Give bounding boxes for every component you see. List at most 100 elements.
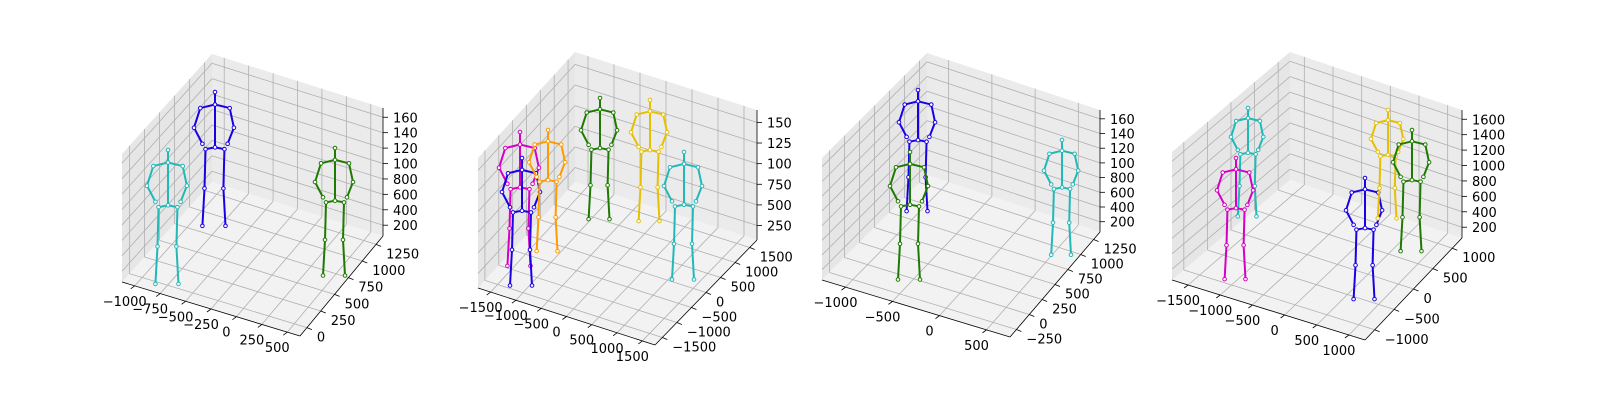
skeleton-joint bbox=[1354, 227, 1359, 232]
skeleton-joint bbox=[1257, 118, 1263, 124]
skeleton-bone bbox=[1223, 244, 1228, 281]
subplot-4: −1500−1000−50005001000−1000−500050010002… bbox=[1156, 52, 1505, 359]
skeleton-bone bbox=[1068, 187, 1072, 224]
skeleton-joint bbox=[605, 182, 610, 188]
grid-line-y bbox=[498, 264, 677, 323]
y-tick-mark bbox=[348, 277, 354, 281]
z-tick-label: 140 bbox=[1110, 128, 1135, 143]
y-tick-mark bbox=[720, 277, 726, 280]
skeleton-bone bbox=[501, 172, 509, 193]
subplot-2: −1500−1000−500050010001500−1500−1000−500… bbox=[459, 52, 793, 365]
pane-back bbox=[927, 53, 1100, 232]
grid-line-y bbox=[540, 219, 721, 278]
z-tick-label: 160 bbox=[1110, 113, 1135, 128]
skeleton-joint bbox=[907, 161, 913, 167]
skeleton-joint bbox=[505, 171, 511, 176]
grid-line-y bbox=[144, 256, 321, 312]
skeleton-joint bbox=[1385, 152, 1391, 158]
skeleton-joint bbox=[509, 247, 515, 253]
x-tick-mark bbox=[935, 315, 940, 319]
skeleton-bone bbox=[637, 186, 642, 223]
grid-line-z bbox=[1289, 137, 1463, 197]
grid-line-z bbox=[477, 105, 576, 212]
skeleton-joint bbox=[165, 160, 171, 165]
skeleton-bone bbox=[897, 242, 901, 281]
skeleton-joint bbox=[907, 202, 913, 207]
skeleton-bone bbox=[507, 168, 523, 175]
grid-line-z bbox=[574, 63, 758, 123]
skeleton-joint bbox=[555, 248, 560, 254]
skeleton-joint bbox=[1426, 160, 1432, 165]
skeleton-bone bbox=[663, 185, 673, 203]
skeleton-joint bbox=[178, 199, 183, 205]
skeleton-joint bbox=[318, 161, 324, 166]
skeleton-bone bbox=[1352, 264, 1357, 301]
skeleton-bone bbox=[1378, 155, 1382, 190]
skeleton-joint bbox=[1222, 202, 1227, 208]
y-tick-label: 0 bbox=[716, 296, 724, 311]
skeleton-bone bbox=[1248, 171, 1255, 192]
z-tick-label: 150 bbox=[767, 116, 792, 131]
x-tick-mark bbox=[562, 316, 567, 320]
skeleton-bone bbox=[320, 158, 336, 165]
skeleton-bone bbox=[1258, 120, 1265, 138]
skeleton-joint bbox=[180, 163, 185, 169]
skeleton-joint bbox=[530, 181, 535, 187]
skeleton-joint bbox=[1370, 262, 1375, 268]
skeleton-joint bbox=[689, 241, 695, 247]
y-tick-mark bbox=[320, 310, 326, 314]
z-tick-label: 800 bbox=[393, 173, 418, 188]
subplot-1: −1000−750−500−25002505000250500750100012… bbox=[103, 54, 419, 356]
skeleton-joint bbox=[320, 273, 326, 278]
skeleton-joint bbox=[1419, 248, 1424, 254]
y-tick-label: −500 bbox=[701, 311, 737, 326]
skeleton-joint bbox=[589, 147, 594, 152]
skeleton-bone bbox=[348, 162, 354, 183]
skeleton-joint bbox=[151, 163, 156, 169]
y-tick-label: 500 bbox=[1065, 288, 1090, 303]
y-tick-label: −1000 bbox=[687, 326, 731, 341]
y-tick-label: 1500 bbox=[760, 251, 793, 266]
grid-line-z bbox=[1289, 168, 1463, 228]
grid-line-z bbox=[926, 61, 1101, 120]
skeleton-bone bbox=[669, 162, 685, 169]
skeleton-bone bbox=[1253, 153, 1257, 188]
skeleton-joint bbox=[1401, 136, 1406, 142]
grid-line-z bbox=[477, 84, 576, 192]
grid-line-y bbox=[1207, 249, 1395, 310]
x-tick-mark bbox=[181, 300, 186, 305]
skeleton-bone bbox=[529, 248, 533, 287]
grid-line-z bbox=[926, 120, 1101, 178]
y-tick-label: 1000 bbox=[1091, 258, 1124, 273]
skeleton-joint bbox=[1075, 168, 1081, 173]
skeleton-joint bbox=[588, 182, 593, 188]
skeleton-joint bbox=[1254, 214, 1259, 219]
grid-line-y bbox=[189, 206, 363, 262]
skeleton-joint bbox=[1379, 208, 1385, 213]
skeleton-bone bbox=[146, 165, 155, 187]
skeleton-joint bbox=[155, 244, 160, 249]
skeleton-bone bbox=[660, 131, 669, 148]
skeleton-bone bbox=[921, 185, 929, 203]
x-tick-mark bbox=[841, 286, 846, 291]
x-tick-label: 500 bbox=[964, 339, 989, 354]
skeleton-bone bbox=[606, 148, 610, 187]
skeleton-joint bbox=[503, 145, 508, 151]
skeleton-joint bbox=[1233, 118, 1239, 124]
skeleton-joint bbox=[1070, 182, 1076, 187]
skeleton-joint bbox=[902, 102, 908, 107]
x-tick-label: 1000 bbox=[1322, 344, 1355, 359]
skeleton-joint bbox=[655, 184, 660, 190]
x-tick-label: 500 bbox=[569, 334, 594, 349]
y-tick-mark bbox=[1413, 288, 1419, 292]
skeleton-bone bbox=[193, 107, 202, 129]
grid-line-y bbox=[844, 257, 1030, 315]
skeleton-bone bbox=[639, 150, 643, 189]
x-tick-label: 250 bbox=[239, 333, 264, 348]
skeleton-joint bbox=[1373, 120, 1379, 126]
grid-line-z bbox=[1289, 76, 1463, 136]
skeleton-joint bbox=[519, 167, 525, 173]
skeleton-joint bbox=[929, 102, 934, 107]
skeleton-joint bbox=[1392, 185, 1398, 191]
